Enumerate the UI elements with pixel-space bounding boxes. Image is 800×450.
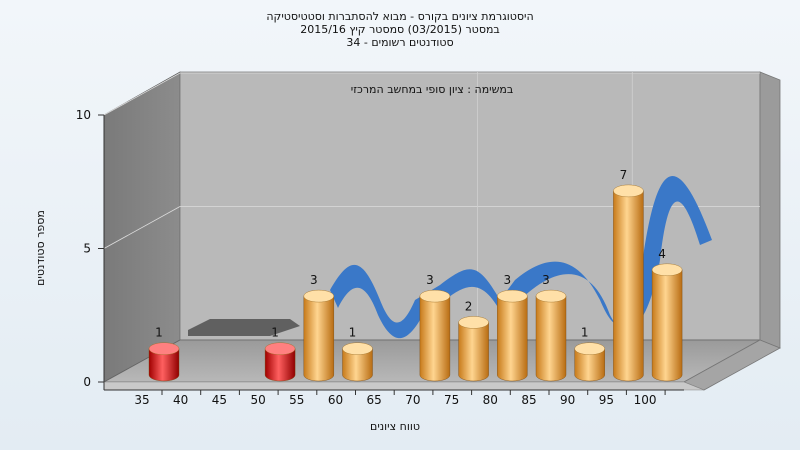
bar-value-label: 1: [349, 326, 357, 340]
x-tick-label: 85: [521, 393, 536, 407]
bar-value-label: 3: [542, 273, 550, 287]
bar-value-label: 3: [503, 273, 511, 287]
x-axis-label: טווח ציונים: [370, 420, 420, 433]
bar-top: [419, 289, 451, 303]
bars-layer: 1 1 3 1 3 2 3 3 1 7 4: [148, 168, 683, 382]
bar-x80: 3: [497, 273, 528, 382]
bar-x100: 4: [651, 247, 683, 382]
side-wall: [103, 71, 181, 383]
bar-top: [613, 184, 644, 198]
bar-body: [497, 295, 528, 382]
bar-value-label: 3: [426, 273, 434, 287]
y-tick-label: 5: [83, 242, 91, 256]
bar-top: [535, 289, 567, 303]
x-tick-label: 95: [599, 393, 614, 407]
bar-x50: 1: [264, 326, 296, 382]
grid-line-y: [103, 206, 181, 249]
bar-top: [148, 342, 180, 355]
chart-subtitle-students: סטודנטים רשומים - 34: [346, 36, 454, 49]
axes-layer: 35 40 45 50 55 60 65 70 75 80 85 90 95 100 0 5 10: [76, 108, 684, 407]
bar-value-label: 1: [581, 326, 589, 340]
bar-value-label: 2: [465, 299, 473, 313]
bar-value-label: 4: [658, 247, 666, 261]
x-tick-label: 80: [483, 393, 498, 407]
bar-x35: 1: [148, 326, 180, 382]
front-edge: [103, 381, 705, 391]
right-rim: [759, 71, 781, 349]
y-tick-label: 10: [76, 108, 91, 122]
chart-subtitle: במסטר (03/2015) סמסטר קיץ 2015/16: [300, 23, 500, 36]
bar-x60: 1: [342, 326, 373, 382]
bar-body: [264, 348, 296, 382]
x-tick-label: 50: [250, 393, 265, 407]
bar-body: [148, 348, 180, 382]
bar-top: [303, 289, 334, 303]
bar-body: [574, 348, 605, 382]
x-tick-label: 55: [289, 393, 304, 407]
bar-value-label: 1: [271, 326, 279, 340]
bar-top: [264, 342, 296, 355]
bar-x55: 3: [303, 273, 334, 382]
bar-body: [535, 295, 567, 382]
bar-body: [342, 348, 373, 382]
x-tick-label: 100: [634, 393, 657, 407]
bar-x75: 2: [458, 299, 489, 382]
bar-value-label: 7: [620, 168, 628, 182]
x-tick-label: 60: [328, 393, 343, 407]
bar-top: [342, 342, 373, 355]
bar-body: [303, 295, 334, 382]
bar-x95: 7: [613, 168, 644, 382]
x-tick-label: 40: [173, 393, 188, 407]
flat-curve: [188, 319, 300, 336]
chart-annotation: במשימה : ציון סופי במחשב המרכזי: [351, 83, 514, 96]
bar-top: [497, 289, 528, 303]
bar-value-label: 1: [155, 326, 163, 340]
bar-top: [458, 316, 489, 329]
chart-title: היסטוגרמת ציונים בקורס - מבוא להסתברות ו…: [266, 10, 534, 23]
y-tick-label: 0: [83, 375, 91, 389]
x-tick-label: 90: [560, 393, 575, 407]
bar-x70: 3: [419, 273, 451, 382]
chart-titles: היסטוגרמת ציונים בקורס - מבוא להסתברות ו…: [0, 10, 800, 49]
bar-top: [574, 342, 605, 355]
bar-x85: 3: [535, 273, 567, 382]
bar-body: [458, 322, 489, 382]
bar-body: [613, 190, 644, 382]
bar-body: [419, 295, 451, 382]
bar-top: [651, 263, 683, 277]
x-tick-label: 45: [212, 393, 227, 407]
x-tick-label: 35: [134, 393, 149, 407]
bar-x90: 1: [574, 326, 605, 382]
x-tick-label: 75: [444, 393, 459, 407]
bar-value-label: 3: [310, 273, 318, 287]
grid-line-y: [103, 72, 181, 116]
bar-body: [651, 269, 683, 382]
x-tick-label: 65: [367, 393, 382, 407]
x-tick-label: 70: [405, 393, 420, 407]
y-axis-label: מספר סטודנטים: [34, 210, 47, 286]
